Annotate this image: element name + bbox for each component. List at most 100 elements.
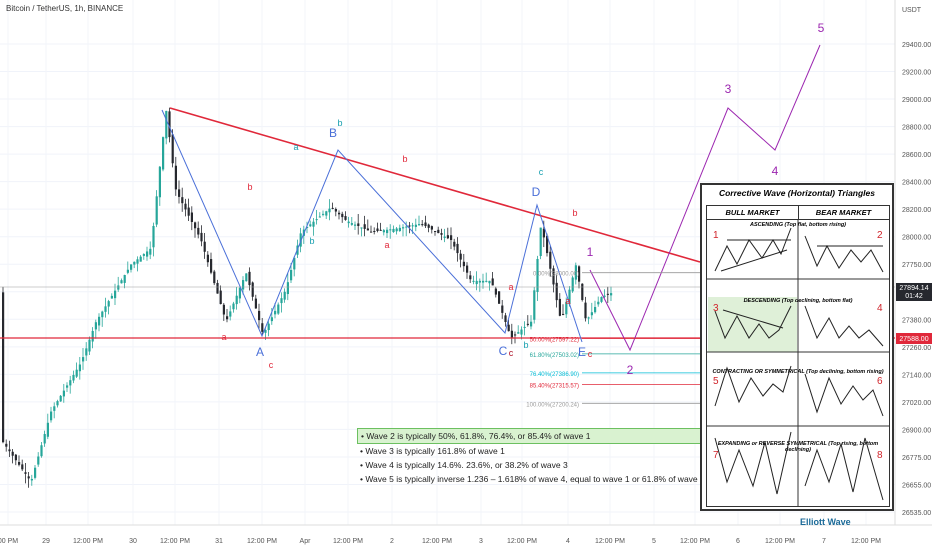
candle-body — [162, 137, 165, 170]
candle-body — [194, 222, 197, 229]
panel-num-3: 3 — [713, 303, 719, 314]
candle-body — [174, 165, 177, 190]
candle-body — [219, 290, 222, 305]
candle-body — [466, 265, 469, 273]
candle-body — [392, 228, 395, 233]
candle-body — [14, 454, 17, 461]
candle-body — [11, 451, 14, 456]
panel-num-5: 5 — [713, 376, 719, 387]
candle-body — [546, 235, 549, 254]
candle-body — [27, 476, 30, 479]
candle-body — [130, 264, 133, 270]
hline-price-tag — [896, 333, 932, 344]
candle-body — [373, 231, 376, 233]
candle-body — [395, 228, 398, 232]
current-price-tag — [896, 283, 932, 301]
current-price-label: 27894.14 — [899, 285, 928, 292]
time-tick: 5 — [652, 538, 656, 545]
time-tick: 4 — [566, 538, 570, 545]
candle-body — [533, 290, 536, 320]
candle-body — [360, 227, 363, 229]
candle-body — [491, 278, 494, 286]
wave-label-red: a — [221, 332, 226, 342]
time-tick: 6 — [736, 538, 740, 545]
candle-body — [568, 289, 571, 305]
candle-body — [344, 216, 347, 220]
price-tick: 26775.00 — [902, 455, 931, 462]
triangle-sketches — [707, 219, 889, 506]
candle-body — [283, 291, 286, 300]
candle-body — [539, 227, 542, 257]
time-tick: 12:00 PM — [247, 538, 277, 545]
candle-body — [456, 243, 459, 254]
candle-body — [411, 225, 414, 227]
candle-body — [62, 390, 65, 397]
wave-label-teal: a — [293, 142, 298, 152]
wave-label-blue: E — [578, 345, 586, 359]
wave-label-red: b — [247, 182, 252, 192]
candle-body — [184, 203, 187, 210]
candle-body — [437, 229, 440, 234]
wave-label-red: c — [588, 349, 593, 359]
candle-body — [34, 467, 37, 478]
price-tick: 26655.00 — [902, 482, 931, 489]
note-wave-3: • Wave 3 is typically 161.8% of wave 1 — [360, 446, 505, 456]
wave-label-blue: D — [532, 185, 541, 199]
wave-label-red: b — [402, 154, 407, 164]
candle-body — [110, 295, 113, 299]
candle-body — [462, 261, 465, 267]
candle-body — [155, 196, 158, 225]
candle-body — [75, 369, 78, 377]
wave-label-purple: 2 — [627, 363, 634, 377]
resistance-trendline — [169, 107, 701, 263]
candle-body — [485, 280, 488, 282]
price-currency: USDT — [902, 7, 922, 14]
candle-body — [498, 291, 501, 304]
wave-label-teal: c — [509, 348, 514, 358]
candle-body — [523, 326, 526, 328]
candle-body — [562, 313, 565, 315]
time-tick: 29 — [42, 538, 50, 545]
candle-body — [414, 224, 417, 227]
candle-body — [142, 254, 145, 256]
time-tick: 12:00 PM — [333, 538, 363, 545]
candle-body — [18, 461, 21, 465]
candle-body — [139, 256, 142, 262]
wave-label-red: a — [508, 282, 513, 292]
candle-body — [216, 282, 219, 294]
price-tick: 27260.00 — [902, 345, 931, 352]
candle-body — [187, 207, 190, 216]
candle-body — [488, 280, 491, 284]
candle-body — [261, 323, 264, 332]
candle-body — [197, 227, 200, 235]
candle-body — [8, 449, 11, 452]
time-tick: 12:00 PM — [765, 538, 795, 545]
candle-body — [405, 226, 408, 228]
note-wave-4: • Wave 4 is typically 14.6%. 23.6%, or 3… — [360, 460, 568, 470]
price-tick: 28000.00 — [902, 235, 931, 242]
wave-label-red: c — [269, 360, 274, 370]
candle-body — [530, 321, 533, 327]
time-tick: 31 — [215, 538, 223, 545]
note-wave-5: • Wave 5 is typically inverse 1.236 – 1.… — [360, 474, 715, 484]
wave-label-purple: 1 — [587, 245, 594, 259]
wave-label-teal: b — [523, 340, 528, 350]
candle-body — [251, 282, 254, 297]
panel-num-7: 7 — [713, 450, 719, 461]
price-tick: 28400.00 — [902, 180, 931, 187]
candle-body — [370, 231, 373, 233]
fib-label: 85.40%(27315.57) — [530, 383, 579, 389]
projection-path — [589, 44, 821, 352]
candle-body — [318, 216, 321, 218]
candle-body — [338, 212, 341, 215]
candle-body — [520, 329, 523, 335]
candle-body — [258, 310, 261, 321]
candle-body — [37, 456, 40, 465]
candle-body — [101, 311, 104, 318]
elliott-wave-logo: Elliott Wave — [800, 517, 851, 527]
time-tick: Apr — [300, 538, 312, 545]
panel-num-2: 2 — [877, 230, 883, 241]
price-tick: 27750.00 — [902, 262, 931, 269]
price-tick: 27140.00 — [902, 372, 931, 379]
